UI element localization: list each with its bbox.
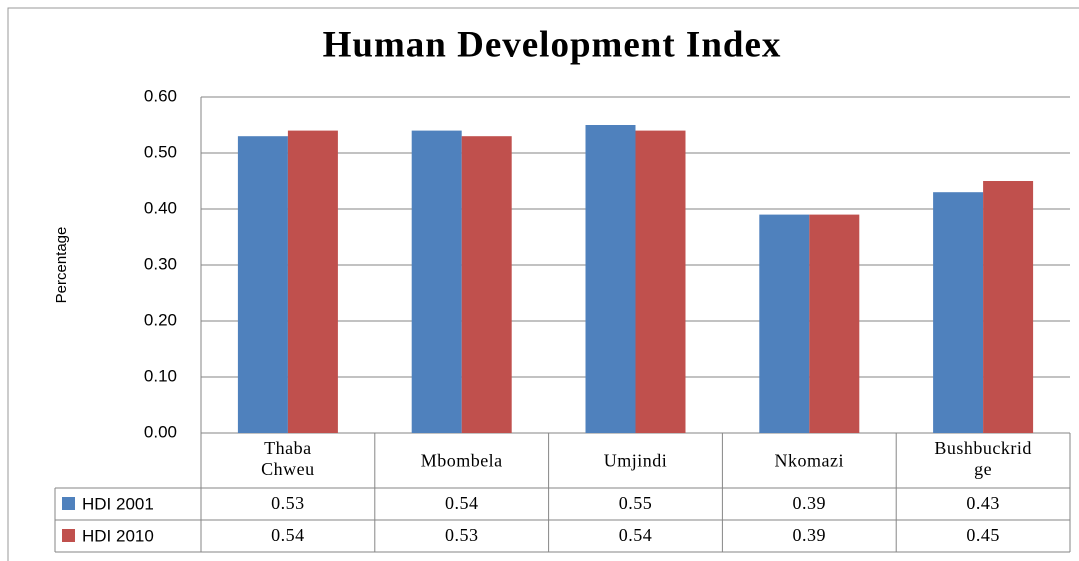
bar	[933, 192, 984, 433]
bar	[983, 181, 1034, 433]
table-value: 0.53	[271, 493, 305, 513]
table-value: 0.43	[966, 493, 1000, 513]
legend-label: HDI 2010	[82, 526, 154, 545]
table-value: 0.39	[793, 525, 827, 545]
y-tick-label: 0.60	[144, 86, 177, 105]
legend-swatch	[62, 529, 75, 542]
table-value: 0.54	[619, 525, 653, 545]
bar	[237, 136, 288, 433]
bar	[411, 130, 462, 433]
y-tick-label: 0.00	[144, 422, 177, 441]
legend-label: HDI 2001	[82, 494, 154, 513]
bar	[809, 214, 860, 433]
bar	[461, 136, 512, 433]
category-label: Umjindi	[604, 451, 668, 471]
y-tick-label: 0.40	[144, 198, 177, 217]
table-value: 0.55	[619, 493, 653, 513]
chart-title: Human Development Index	[323, 24, 782, 65]
bar	[287, 130, 338, 433]
y-tick-label: 0.50	[144, 142, 177, 161]
category-label: Bushbuckrid ge	[934, 438, 1032, 479]
bar	[585, 125, 636, 433]
chart-border	[7, 7, 1079, 561]
table-value: 0.54	[271, 525, 305, 545]
y-tick-label: 0.30	[144, 254, 177, 273]
table-value: 0.53	[445, 525, 479, 545]
bar	[635, 130, 686, 433]
y-axis-label: Percentage	[53, 227, 70, 304]
category-label: Thaba Chweu	[261, 438, 315, 479]
y-tick-label: 0.10	[144, 366, 177, 385]
table-value: 0.54	[445, 493, 479, 513]
y-tick-label: 0.20	[144, 310, 177, 329]
bar	[759, 214, 810, 433]
category-label: Nkomazi	[775, 451, 844, 471]
table-value: 0.45	[966, 525, 1000, 545]
legend-swatch	[62, 497, 75, 510]
category-label: Mbombela	[421, 451, 503, 471]
table-value: 0.39	[793, 493, 827, 513]
